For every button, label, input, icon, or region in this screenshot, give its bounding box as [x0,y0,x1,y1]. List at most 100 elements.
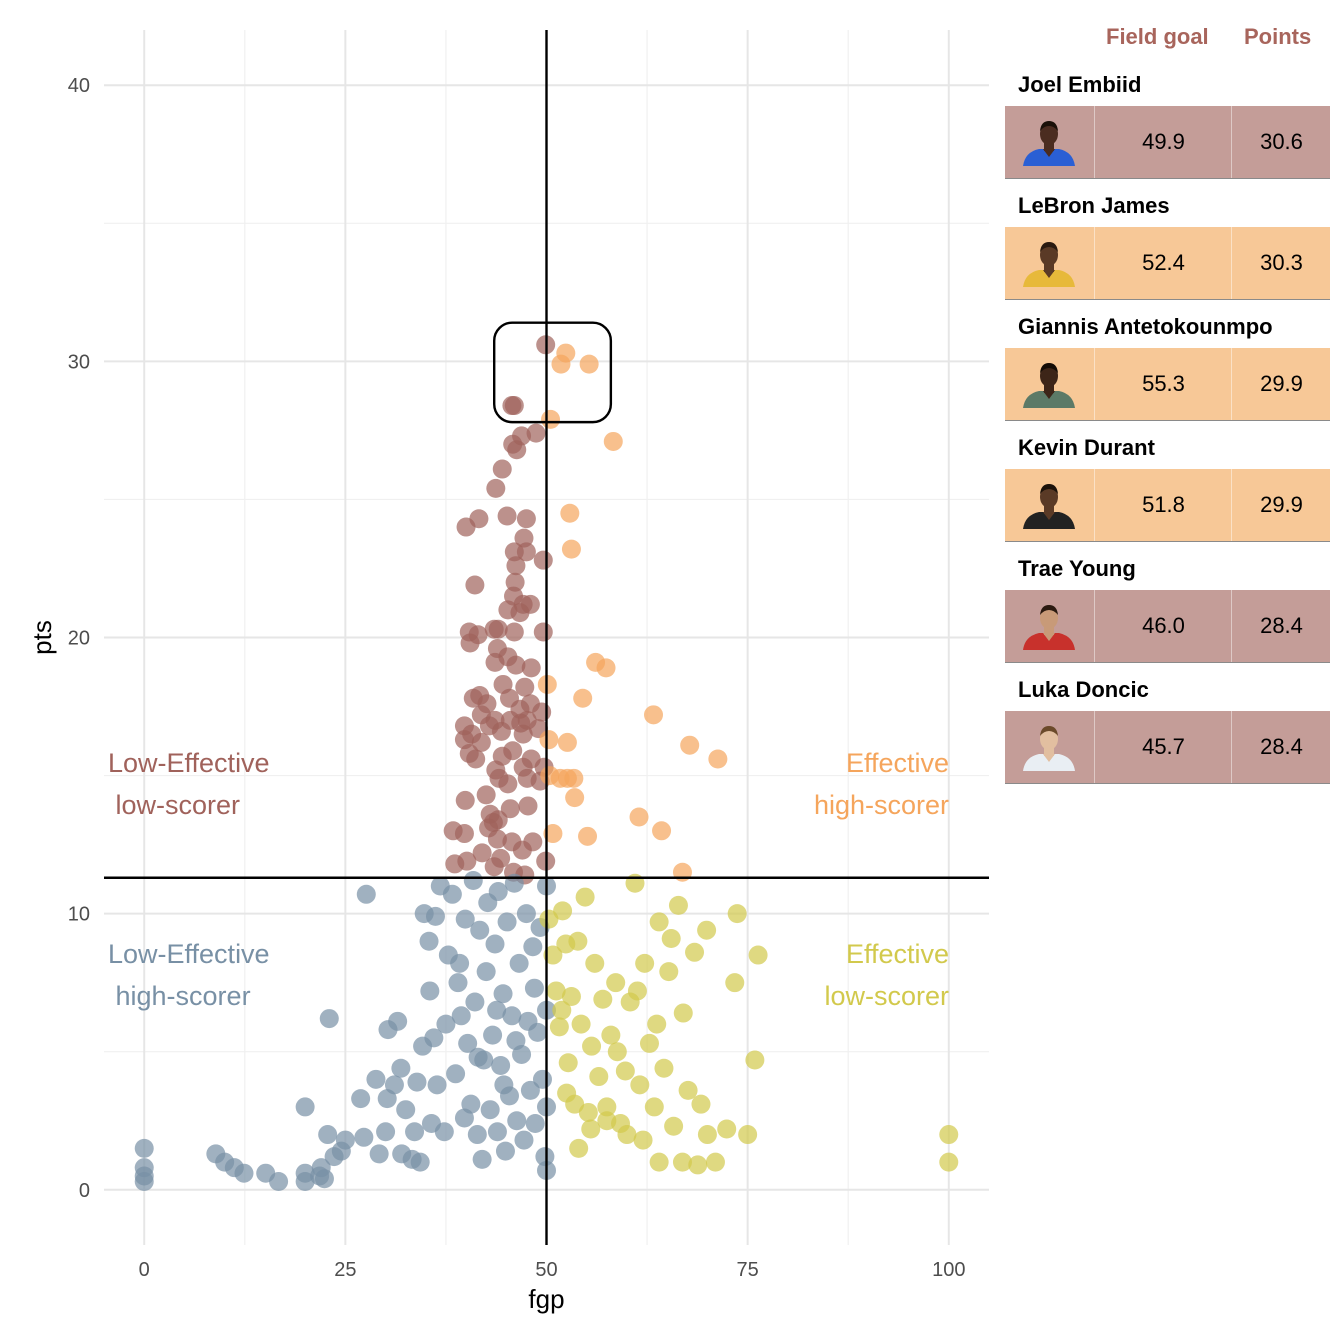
data-point [593,989,613,1009]
data-point [485,652,505,672]
data-point [491,721,511,741]
data-point [295,1097,315,1117]
data-point [515,677,535,697]
points-value: 29.9 [1231,469,1331,541]
y-tick-label: 30 [68,351,90,373]
data-point [354,1127,374,1147]
data-point [520,594,540,614]
data-point [553,901,573,921]
data-point [617,1125,637,1145]
data-point [533,550,553,570]
data-point [524,978,544,998]
data-point [509,953,529,973]
data-point [388,1011,408,1031]
points-value: 28.4 [1231,590,1331,662]
quadrant-label-line: Effective [846,939,949,969]
field-goal-header: Field goal [1106,24,1209,49]
quadrant-label-lower-left: Low-Effective high-scorer [108,939,270,1011]
data-point [407,1072,427,1092]
data-point [661,928,681,948]
data-point [500,799,520,819]
data-point [697,920,717,940]
data-point [458,1033,478,1053]
data-point [539,909,559,929]
data-point [685,942,705,962]
data-point [738,1125,758,1145]
data-point [465,992,485,1012]
data-point [939,1125,959,1145]
player-name: LeBron James [1018,193,1170,218]
data-point [512,840,532,860]
data-point [523,937,543,957]
data-point [564,768,584,788]
points-value: 30.6 [1231,106,1331,178]
data-point [633,1130,653,1150]
data-point [476,785,496,805]
player-entry: Trae Young 46.0 28.4 [1005,542,1330,663]
data-point [630,1075,650,1095]
data-point [507,1111,527,1131]
data-point [552,1000,572,1020]
y-axis-title: pts [27,620,57,655]
quadrant-labels: Low-Effective low-scorer Effective high-sc… [108,748,949,1011]
y-axis-tick-labels: 0 10 20 30 40 [68,75,90,1202]
data-point [644,705,664,725]
player-list: Joel Embiid 49.9 30.6 LeBron James 52.4 30.3 G… [1005,58,1330,784]
data-point [518,796,538,816]
player-name: Luka Doncic [1018,677,1149,702]
data-point [654,1058,674,1078]
top-scorers-table: Field goal Points Joel Embiid 49.9 30.6 LeB… [1005,24,1330,784]
data-point [596,658,616,678]
player-entry: Kevin Durant 51.8 29.9 [1005,421,1330,542]
data-point [578,826,598,846]
data-point [507,440,527,460]
data-point [269,1171,289,1191]
data-point [680,735,700,755]
player-photo-cell [1005,106,1094,178]
data-point [468,1047,488,1067]
data-point [506,655,526,675]
player-name: Kevin Durant [1018,435,1155,460]
data-point [597,1111,617,1131]
data-point [627,981,647,1001]
quadrant-label-line: Low-Effective [108,748,270,778]
player-headshot-icon [1023,363,1075,408]
data-point [504,396,524,416]
data-point [557,732,577,752]
data-point [652,821,672,841]
data-point [483,1025,503,1045]
data-point [582,1036,602,1056]
y-tick-label: 20 [68,628,90,650]
data-point [513,724,533,744]
data-point [649,912,669,932]
data-point [748,945,768,965]
data-point [335,1130,355,1150]
player-stats-row: 45.7 28.4 [1005,711,1330,784]
data-point [521,658,541,678]
player-entry: Luka Doncic 45.7 28.4 [1005,663,1330,784]
table-header: Field goal Points [1005,24,1330,58]
data-point [672,1152,692,1172]
y-tick-label: 40 [68,75,90,97]
data-point [495,1141,515,1161]
quadrant-label-upper-left: Low-Effective low-scorer [108,748,270,820]
data-point [581,1119,601,1139]
data-point [427,1075,447,1095]
data-point [470,685,490,705]
data-point [396,1100,416,1120]
data-point [533,622,553,642]
data-point [455,790,475,810]
player-stats-row: 52.4 30.3 [1005,227,1330,300]
data-point [424,1028,444,1048]
data-points [134,335,959,1191]
player-entry: Joel Embiid 49.9 30.6 [1005,58,1330,179]
data-point [446,1064,466,1084]
data-point [558,1053,578,1073]
data-point [664,1116,684,1136]
data-point [384,1075,404,1095]
data-point [535,1147,555,1167]
data-point [557,1083,577,1103]
data-point [504,622,524,642]
data-point [436,1014,456,1034]
data-point [644,1097,664,1117]
